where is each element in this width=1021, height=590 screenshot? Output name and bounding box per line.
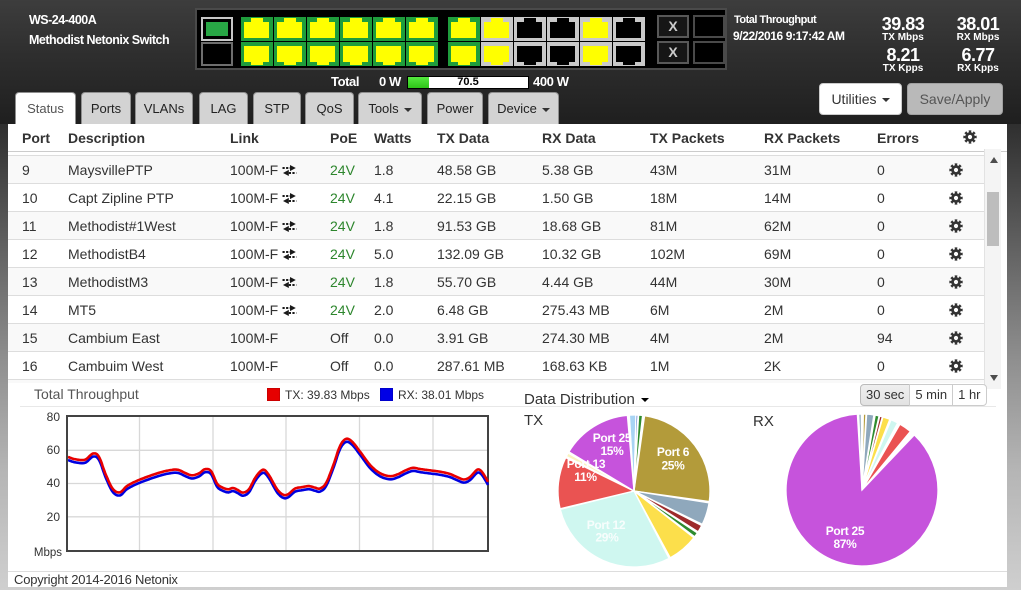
svg-text:29%: 29% bbox=[595, 531, 619, 545]
svg-text:Port 12: Port 12 bbox=[587, 518, 626, 532]
svg-text:Port 25: Port 25 bbox=[826, 524, 865, 538]
svg-text:11%: 11% bbox=[574, 470, 597, 484]
svg-text:15%: 15% bbox=[600, 444, 624, 458]
svg-text:25%: 25% bbox=[661, 459, 685, 473]
svg-text:Port 13: Port 13 bbox=[567, 457, 606, 471]
svg-text:Port 6: Port 6 bbox=[657, 445, 690, 459]
svg-text:Port 25: Port 25 bbox=[593, 431, 632, 445]
svg-text:87%: 87% bbox=[833, 537, 857, 551]
